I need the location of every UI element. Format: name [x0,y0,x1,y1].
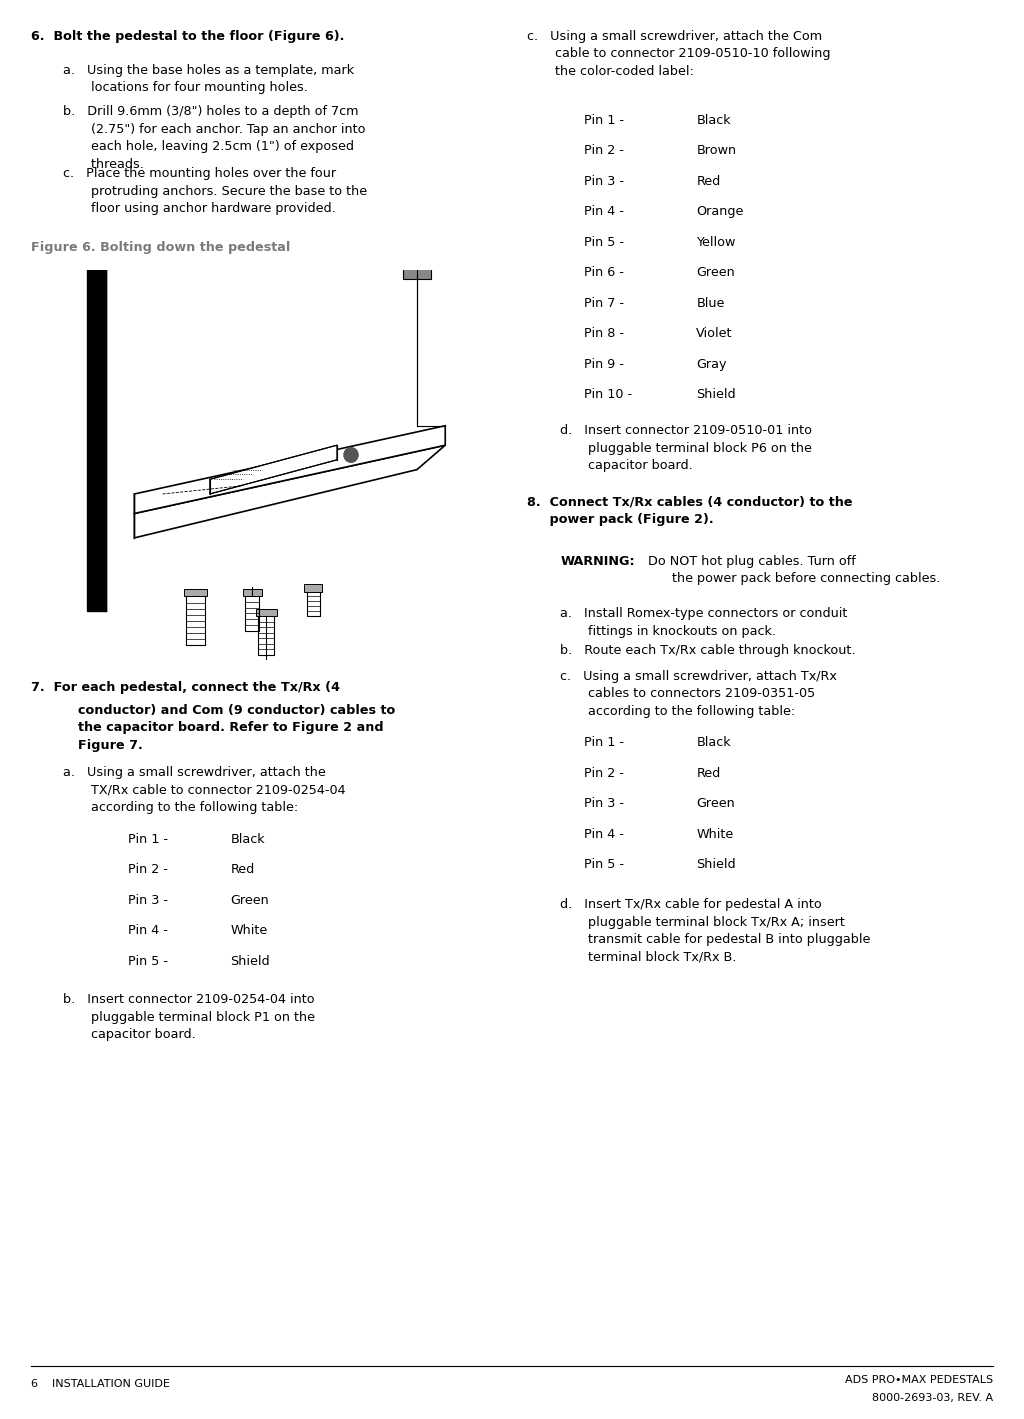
Text: Green: Green [696,265,735,280]
FancyBboxPatch shape [402,265,431,280]
Text: Yellow: Yellow [696,236,735,248]
Text: conductor) and Com (9 conductor) cables to
the capacitor board. Refer to Figure : conductor) and Com (9 conductor) cables … [78,704,395,752]
Text: Black: Black [696,114,731,126]
Text: ADS PRO•MAX PEDESTALS: ADS PRO•MAX PEDESTALS [845,1375,993,1385]
Text: c.   Using a small screwdriver, attach Tx/Rx
       cables to connectors 2109-03: c. Using a small screwdriver, attach Tx/… [560,670,837,718]
Text: Green: Green [696,797,735,810]
Text: a.   Using the base holes as a template, mark
       locations for four mounting: a. Using the base holes as a template, m… [63,64,354,94]
Text: White: White [230,925,267,938]
Polygon shape [134,426,445,514]
Text: Pin 7 -: Pin 7 - [584,297,624,309]
FancyBboxPatch shape [256,609,276,616]
Text: b.   Drill 9.6mm (3/8") holes to a depth of 7cm
       (2.75") for each anchor. : b. Drill 9.6mm (3/8") holes to a depth o… [63,105,366,170]
Text: Pin 5 -: Pin 5 - [128,955,168,968]
Text: Pin 3 -: Pin 3 - [584,797,624,810]
Text: d.   Insert connector 2109-0510-01 into
       pluggable terminal block P6 on th: d. Insert connector 2109-0510-01 into pl… [560,424,812,473]
Text: Pin 2 -: Pin 2 - [584,766,624,780]
Polygon shape [134,446,445,538]
Text: c.   Using a small screwdriver, attach the Com
       cable to connector 2109-05: c. Using a small screwdriver, attach the… [527,30,830,78]
Text: Pin 5 -: Pin 5 - [584,858,624,871]
Text: Black: Black [230,833,265,846]
Text: Pin 2 -: Pin 2 - [128,863,168,877]
Text: Pin 9 -: Pin 9 - [584,358,624,370]
Text: Pin 4 -: Pin 4 - [128,925,168,938]
Text: Shield: Shield [696,387,736,402]
Text: White: White [696,829,733,841]
Text: Gray: Gray [696,358,727,370]
Polygon shape [210,446,337,494]
Text: Brown: Brown [696,143,736,158]
Text: Figure 6. Bolting down the pedestal: Figure 6. Bolting down the pedestal [31,241,290,254]
Text: Red: Red [696,766,721,780]
Text: Pin 2 -: Pin 2 - [584,143,624,158]
Text: d.   Insert Tx/Rx cable for pedestal A into
       pluggable terminal block Tx/R: d. Insert Tx/Rx cable for pedestal A int… [560,898,870,964]
Text: Red: Red [696,175,721,187]
Text: Shield: Shield [230,955,270,968]
Text: Pin 5 -: Pin 5 - [584,236,624,248]
Text: c.   Place the mounting holes over the four
       protruding anchors. Secure th: c. Place the mounting holes over the fou… [63,167,368,216]
FancyBboxPatch shape [184,589,207,596]
Text: 6.  Bolt the pedestal to the floor (Figure 6).: 6. Bolt the pedestal to the floor (Figur… [31,30,344,43]
Text: 8.  Connect Tx/Rx cables (4 conductor) to the
     power pack (Figure 2).: 8. Connect Tx/Rx cables (4 conductor) to… [527,495,853,525]
Text: Blue: Blue [696,297,725,309]
Text: Green: Green [230,894,269,907]
Text: Black: Black [696,736,731,749]
Text: Pin 10 -: Pin 10 - [584,387,632,402]
Text: a.   Install Romex-type connectors or conduit
       fittings in knockouts on pa: a. Install Romex-type connectors or cond… [560,607,848,637]
Text: Pin 1 -: Pin 1 - [584,736,624,749]
Text: Pin 4 -: Pin 4 - [584,204,624,219]
Text: Pin 1 -: Pin 1 - [584,114,624,126]
Text: Orange: Orange [696,204,743,219]
Text: 7.  For each pedestal, connect the Tx/Rx (4: 7. For each pedestal, connect the Tx/Rx … [31,681,340,694]
Text: WARNING:: WARNING: [560,555,635,568]
Text: 8000-2693-03, REV. A: 8000-2693-03, REV. A [872,1393,993,1403]
Text: Violet: Violet [696,326,733,341]
Text: Pin 1 -: Pin 1 - [128,833,168,846]
Circle shape [344,447,358,463]
Text: Do NOT hot plug cables. Turn off
       the power pack before connecting cables.: Do NOT hot plug cables. Turn off the pow… [644,555,940,585]
Text: Pin 8 -: Pin 8 - [584,326,624,341]
Text: Pin 3 -: Pin 3 - [584,175,624,187]
FancyBboxPatch shape [304,585,323,592]
Text: a.   Using a small screwdriver, attach the
       TX/Rx cable to connector 2109-: a. Using a small screwdriver, attach the… [63,766,346,815]
Text: Pin 4 -: Pin 4 - [584,829,624,841]
FancyBboxPatch shape [408,253,426,265]
Text: Shield: Shield [696,858,736,871]
Text: 6    INSTALLATION GUIDE: 6 INSTALLATION GUIDE [31,1379,170,1389]
Text: b.   Insert connector 2109-0254-04 into
       pluggable terminal block P1 on th: b. Insert connector 2109-0254-04 into pl… [63,993,315,1042]
Text: Pin 6 -: Pin 6 - [584,265,624,280]
Text: b.   Route each Tx/Rx cable through knockout.: b. Route each Tx/Rx cable through knocko… [560,644,856,657]
FancyBboxPatch shape [243,589,261,596]
Text: Pin 3 -: Pin 3 - [128,894,168,907]
Text: Red: Red [230,863,255,877]
